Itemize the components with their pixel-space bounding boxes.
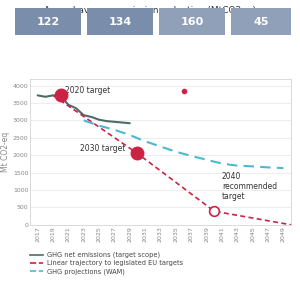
Text: 2020 target: 2020 target xyxy=(64,86,110,95)
Text: 134: 134 xyxy=(108,17,132,27)
Text: 2030 target: 2030 target xyxy=(80,144,125,153)
Text: 160: 160 xyxy=(180,17,204,27)
Text: 2040
recommended
target: 2040 recommended target xyxy=(222,172,277,201)
Text: 122: 122 xyxy=(36,17,60,27)
Y-axis label: Mt CO2-eq: Mt CO2-eq xyxy=(1,132,10,172)
Text: Annual average emission reduction (MtCO2eq): Annual average emission reduction (MtCO2… xyxy=(44,6,256,15)
Text: 45: 45 xyxy=(253,17,269,27)
Legend: GHG net emissions (target scope), Linear trajectory to legislated EU targets, GH: GHG net emissions (target scope), Linear… xyxy=(27,249,185,278)
